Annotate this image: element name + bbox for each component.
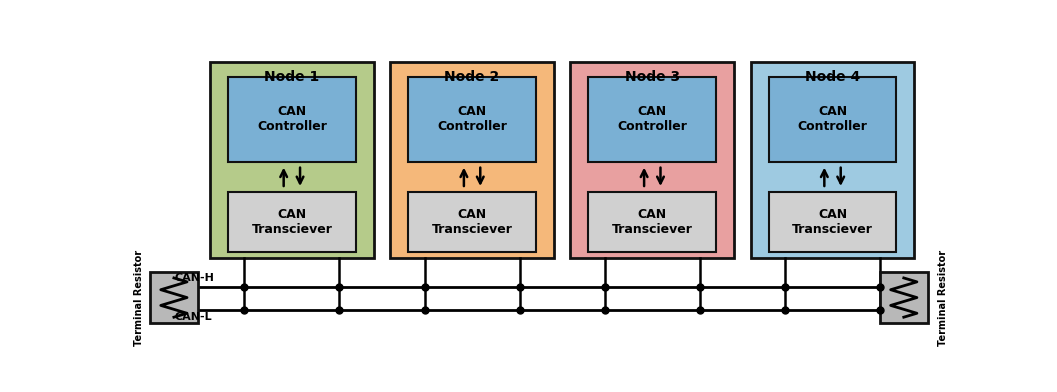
Text: CAN
Transciever: CAN Transciever (431, 208, 513, 236)
Bar (768, 77, 896, 162)
Bar (150, 272, 198, 323)
Text: CAN-H: CAN-H (174, 273, 215, 283)
Text: Node 3: Node 3 (625, 70, 680, 83)
Bar (228, 192, 356, 252)
Bar (880, 272, 928, 323)
Text: CAN
Controller: CAN Controller (257, 105, 327, 134)
Text: CAN
Controller: CAN Controller (438, 105, 507, 134)
Text: CAN
Transciever: CAN Transciever (612, 208, 692, 236)
Text: CAN
Controller: CAN Controller (798, 105, 868, 134)
Bar (390, 62, 554, 258)
Bar (750, 62, 914, 258)
Text: CAN
Controller: CAN Controller (617, 105, 687, 134)
Bar (210, 62, 374, 258)
Text: CAN
Transciever: CAN Transciever (252, 208, 332, 236)
Text: Node 2: Node 2 (444, 70, 500, 83)
Text: Terminal Resistor: Terminal Resistor (939, 249, 948, 346)
Bar (228, 77, 356, 162)
Bar (589, 192, 717, 252)
Bar (408, 77, 536, 162)
Bar (589, 77, 717, 162)
Bar (408, 192, 536, 252)
Bar (571, 62, 735, 258)
Bar (768, 192, 896, 252)
Text: CAN-L: CAN-L (174, 312, 212, 322)
Text: Node 4: Node 4 (804, 70, 860, 83)
Text: Node 1: Node 1 (264, 70, 319, 83)
Text: CAN
Transciever: CAN Transciever (792, 208, 873, 236)
Text: Terminal Resistor: Terminal Resistor (133, 249, 144, 346)
